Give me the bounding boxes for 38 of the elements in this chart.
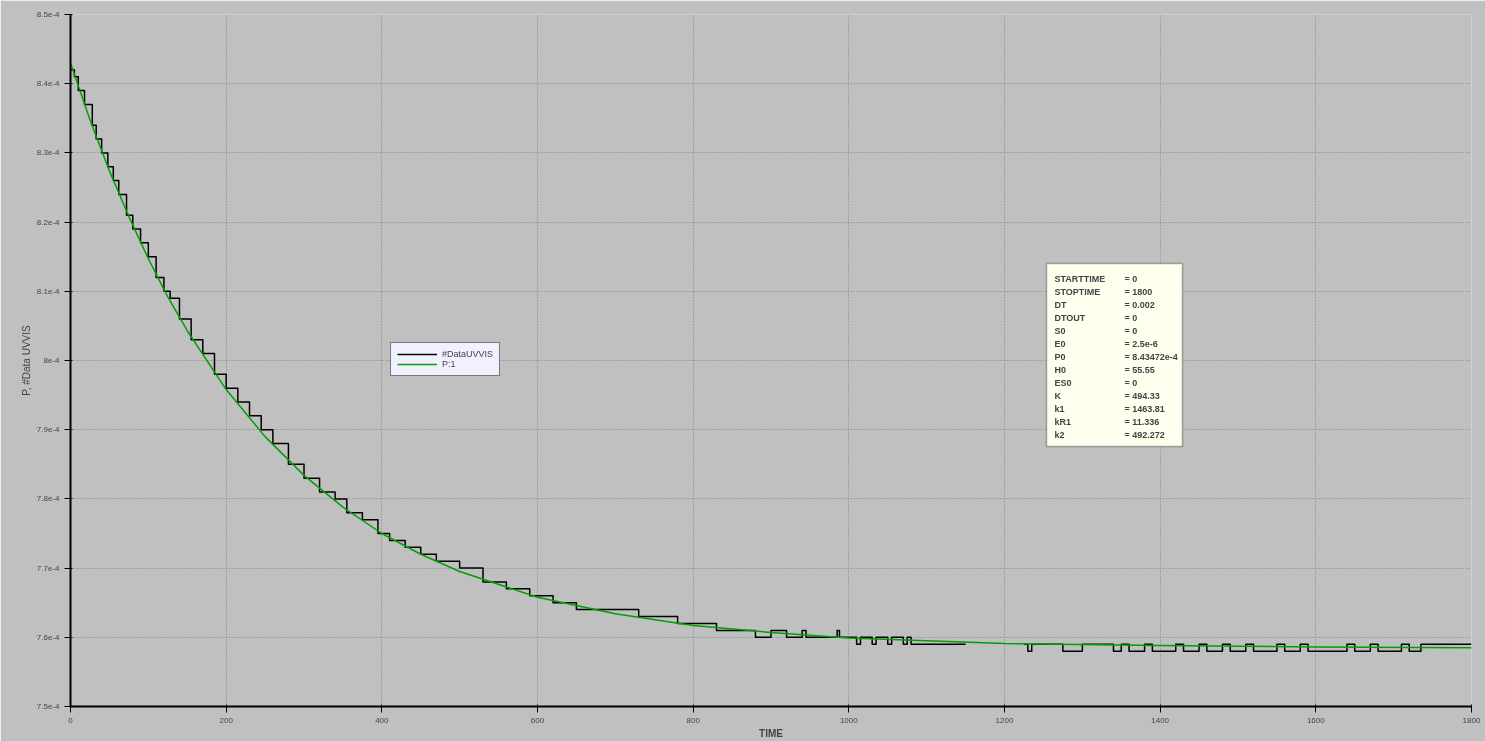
x-tick-label: 1800 [1462, 715, 1481, 725]
text: H0 = 55.55 [1054, 364, 1155, 375]
y-tick-label: 8.5e-4 [36, 10, 61, 19]
y-axis-title: P, #Data UVVIS [20, 324, 32, 396]
x-tick-label: 400 [375, 715, 390, 725]
x-tick-label: 1000 [839, 715, 859, 725]
x-tick-label: 1400 [1151, 715, 1170, 725]
x-tick-label: 600 [530, 715, 545, 725]
text: E0 = 2.5e-6 [1054, 338, 1158, 349]
y-tick-label: 8.2e-4 [36, 217, 61, 227]
text: K = 494.33 [1054, 390, 1160, 401]
text: STOPTIME = 1800 [1054, 286, 1153, 297]
y-tick-label: 8.3e-4 [36, 148, 61, 158]
x-tick-label: 0 [68, 715, 74, 725]
text: DT = 0.002 [1054, 299, 1155, 310]
x-tick-label: 1600 [1306, 715, 1326, 725]
x-tick-label: 200 [219, 715, 234, 725]
text: kR1 = 11.336 [1054, 416, 1160, 427]
x-tick-label: 1200 [995, 715, 1014, 725]
text: ES0 = 0 [1054, 377, 1138, 388]
y-tick-label: 7.8e-4 [36, 494, 61, 504]
y-tick-label: 7.6e-4 [36, 632, 61, 642]
x-tick-label: 800 [686, 715, 701, 725]
y-tick-label: 7.5e-4 [36, 702, 61, 711]
x-axis-title: TIME [759, 727, 784, 739]
text: STARTTIME = 0 [1054, 273, 1138, 284]
y-tick-label: 8.1e-4 [36, 286, 61, 296]
y-tick-label: 8.4e-4 [36, 79, 61, 89]
text: DTOUT = 0 [1054, 312, 1138, 323]
text: P0 = 8.43472e-4 [1054, 351, 1178, 362]
text: k1 = 1463.81 [1054, 403, 1165, 414]
y-tick-label: 7.7e-4 [36, 563, 61, 573]
text: S0 = 0 [1054, 325, 1138, 336]
text: k2 = 492.272 [1054, 429, 1165, 440]
y-tick-label: 8e-4 [43, 356, 61, 365]
legend-label: #DataUVVIS [442, 349, 494, 359]
legend-label: P:1 [442, 359, 457, 369]
y-tick-label: 7.9e-4 [36, 425, 61, 435]
